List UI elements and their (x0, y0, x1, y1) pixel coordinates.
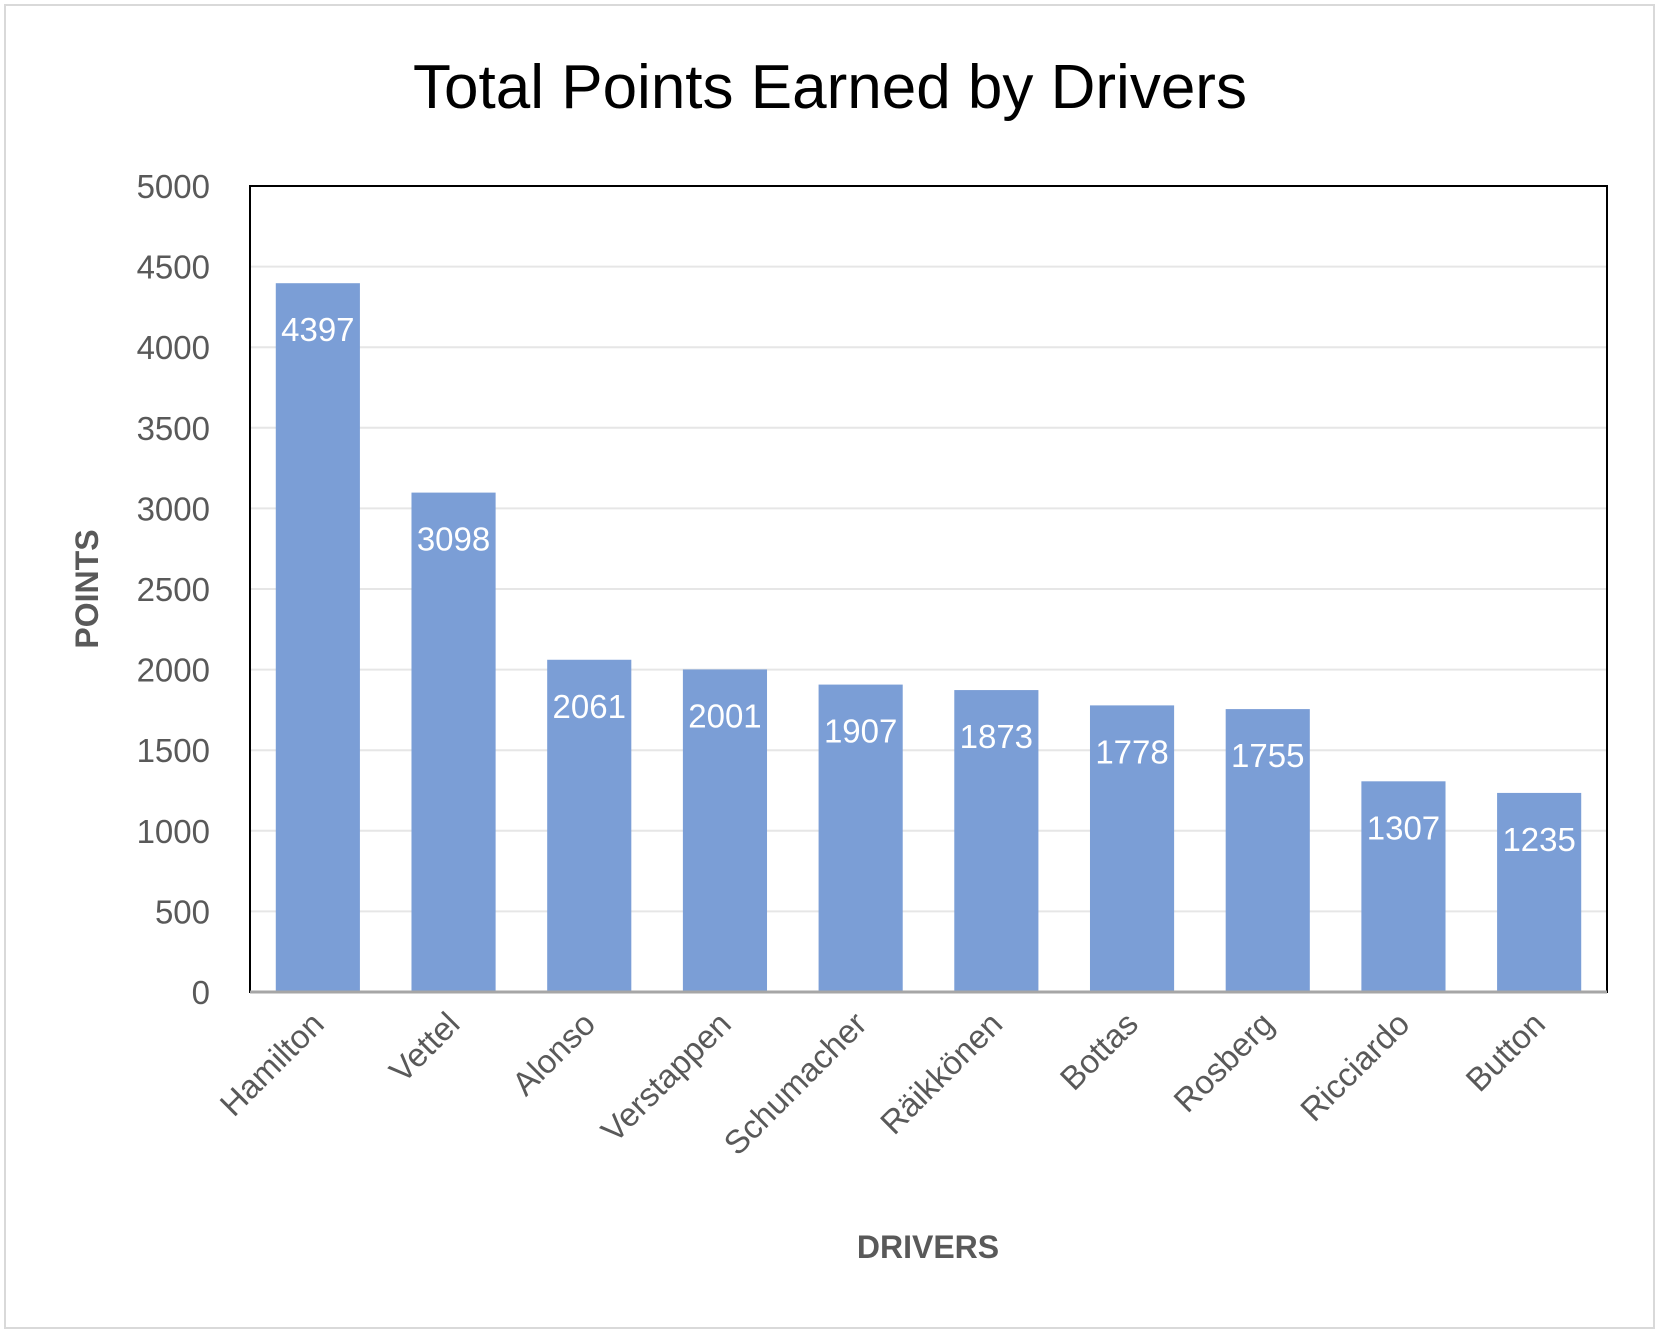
y-axis-title: POINTS (69, 529, 105, 648)
x-axis-title: DRIVERS (857, 1229, 999, 1265)
chart-border (4, 4, 1655, 1329)
y-tick-label: 1500 (137, 732, 210, 769)
bar-vettel (411, 492, 496, 992)
data-label: 1307 (1367, 809, 1440, 846)
data-label: 1873 (960, 718, 1033, 755)
y-tick-label: 2500 (137, 571, 210, 608)
bar-alonso (547, 659, 632, 992)
bar-ricciardo (1361, 781, 1446, 992)
y-tick-label: 500 (155, 893, 210, 930)
bar-rosberg (1225, 709, 1310, 992)
data-label: 1907 (824, 713, 897, 750)
y-tick-label: 3500 (137, 410, 210, 447)
bar-hamilton (275, 283, 360, 992)
y-tick-label: 0 (192, 974, 210, 1011)
bar-bottas (1089, 705, 1175, 992)
data-labels: 4397 3098 2061 2001 1907 1873 1778 1755 1307 1235 (281, 311, 1576, 858)
data-label: 4397 (281, 311, 354, 348)
bar-button (1497, 792, 1582, 992)
chart-title: Total Points Earned by Drivers (413, 53, 1247, 122)
data-label: 1235 (1502, 821, 1575, 858)
data-label: 2001 (688, 697, 761, 734)
y-tick-label: 4500 (137, 249, 210, 286)
y-tick-label: 1000 (137, 813, 210, 850)
bar-schumacher (818, 684, 903, 992)
data-label: 1755 (1231, 737, 1304, 774)
data-label: 3098 (417, 521, 490, 558)
bar-räikkönen (954, 690, 1039, 992)
bar-verstappen (682, 669, 768, 992)
data-label: 2061 (553, 688, 626, 725)
y-tick-label: 2000 (137, 652, 210, 689)
bars (275, 283, 1582, 992)
data-label: 1778 (1095, 733, 1168, 770)
y-tick-label: 5000 (137, 168, 210, 205)
y-axis-ticks: 0 500 1000 1500 2000 2500 3000 3500 4000 4500 5000 (137, 168, 210, 1011)
y-tick-label: 4000 (137, 329, 210, 366)
y-tick-label: 3000 (137, 490, 210, 527)
